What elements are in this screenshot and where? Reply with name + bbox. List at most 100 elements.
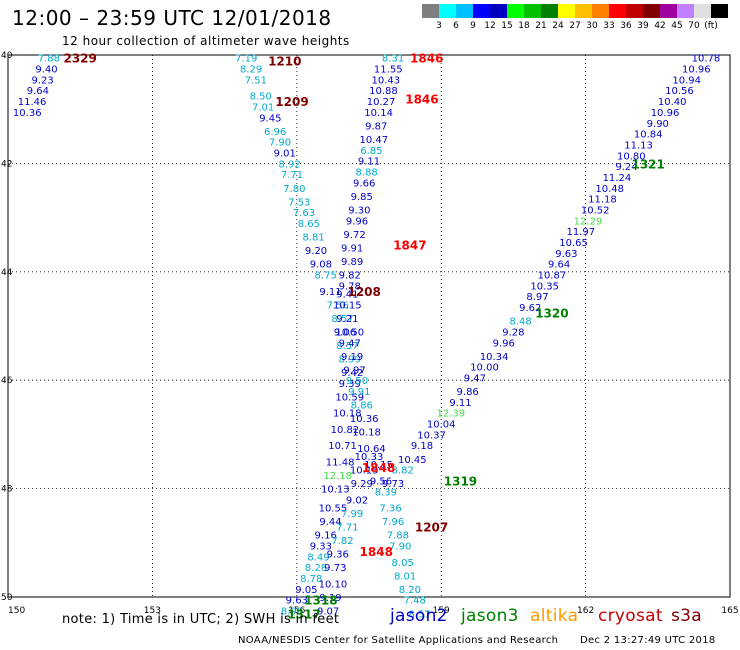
wave-height-label: 10.96 xyxy=(651,108,680,119)
wave-height-label: 10.88 xyxy=(369,86,398,97)
wave-height-label: 10.13 xyxy=(321,485,350,496)
wave-height-label: 9.42 xyxy=(341,368,363,379)
legend-swatch xyxy=(677,4,694,18)
wave-height-label: 10.36 xyxy=(350,414,379,425)
pass-time-label: 1208 xyxy=(347,285,380,299)
wave-height-label: 10.15 xyxy=(333,300,362,311)
wave-height-label: 9.82 xyxy=(339,271,361,282)
wave-height-label: 9.36 xyxy=(327,550,349,561)
wave-height-label: 9.96 xyxy=(493,338,515,349)
wave-height-label: 8.57 xyxy=(331,314,353,325)
lon-tick-label: 156 xyxy=(288,606,305,616)
legend-tick-label: 33 xyxy=(603,21,615,31)
satellite-cryosat: cryosat xyxy=(598,606,663,626)
pass-time-label: 1320 xyxy=(535,306,568,320)
wave-height-label: 9.90 xyxy=(647,119,669,130)
legend-swatch xyxy=(575,4,592,18)
map-frame xyxy=(7,54,731,598)
wave-height-label: 10.33 xyxy=(355,452,384,463)
legend-swatch xyxy=(456,4,473,18)
wave-height-label: 8.50 xyxy=(250,92,272,103)
legend-swatch xyxy=(439,4,456,18)
wave-height-label: 8.78 xyxy=(300,574,322,585)
legend-tick-label: 12 xyxy=(484,21,496,31)
pass-time-label: 1207 xyxy=(415,521,448,535)
map-subtitle: 12 hour collection of altimeter wave hei… xyxy=(62,34,350,48)
wave-height-label: 9.45 xyxy=(259,113,281,124)
legend-tick-label: 3 xyxy=(436,21,442,31)
legend-tick-label: (ft) xyxy=(704,21,718,31)
wave-height-label: 10.36 xyxy=(13,108,42,119)
wave-height-label: 8.82 xyxy=(392,466,414,477)
wave-height-label: 9.73 xyxy=(382,479,404,490)
legend-tick-label: 30 xyxy=(586,21,598,31)
wave-height-label: 7.88 xyxy=(38,54,60,65)
wave-height-label: 9.64 xyxy=(27,86,49,97)
wave-height-label: 8.98 xyxy=(281,607,303,618)
wave-height-label: 10.15 xyxy=(364,460,393,471)
wave-height-label: 9.39 xyxy=(339,379,361,390)
pass-time-label: 2329 xyxy=(63,52,96,66)
wave-height-label: 7.56 xyxy=(327,300,349,311)
wave-height-label: 10.40 xyxy=(658,97,687,108)
wave-height-label: 7.96 xyxy=(382,517,404,528)
wave-height-label: 7.71 xyxy=(336,523,358,534)
pass-time-label: 1209 xyxy=(275,95,308,109)
legend-tick-label: 21 xyxy=(535,21,547,31)
wave-height-label: 11.18 xyxy=(588,195,617,206)
wave-height-label: 9.06 xyxy=(334,327,356,338)
pass-time-label: 1846 xyxy=(410,52,443,66)
legend-tick-label: 36 xyxy=(620,21,632,31)
wave-height-label: 10.10 xyxy=(319,579,348,590)
wave-height-label: 10.18 xyxy=(333,409,362,420)
legend-swatch xyxy=(422,4,439,18)
wave-height-label: 9.28 xyxy=(502,327,524,338)
wave-height-label: 9.24 xyxy=(615,162,637,173)
legend-swatch xyxy=(660,4,677,18)
wave-height-label: 7.99 xyxy=(341,509,363,520)
lon-tick-label: 150 xyxy=(8,606,25,616)
wave-height-label: 8.81 xyxy=(303,233,325,244)
legend-tick-label: 42 xyxy=(654,21,666,31)
legend-tick-label: 9 xyxy=(470,21,476,31)
wave-height-label: 9.02 xyxy=(346,495,368,506)
legend-swatch xyxy=(643,4,660,18)
wave-height-label: 12.18 xyxy=(323,471,352,482)
wave-height-label: 9.50 xyxy=(346,376,368,387)
wave-height-label: 10.18 xyxy=(352,428,381,439)
wave-height-label: 10.00 xyxy=(470,363,499,374)
wave-height-label: 11.24 xyxy=(603,173,632,184)
credit-line: NOAA/NESDIS Center for Satellite Applica… xyxy=(238,635,559,646)
wave-height-label: 9.73 xyxy=(324,563,346,574)
wave-height-label: 9.64 xyxy=(548,260,570,271)
wave-height-label: 8.01 xyxy=(394,571,416,582)
wave-height-label: 9.56 xyxy=(370,476,392,487)
legend-swatch xyxy=(473,4,490,18)
legend-swatch xyxy=(524,4,541,18)
legend-swatch xyxy=(507,4,524,18)
wave-height-label: 9.97 xyxy=(343,365,365,376)
wave-height-label: 10.80 xyxy=(617,151,646,162)
wave-height-label: 7.82 xyxy=(331,536,353,547)
wave-height-label: 11.55 xyxy=(374,65,403,76)
legend-tick-label: 27 xyxy=(569,21,581,31)
pass-time-label: 1318 xyxy=(304,594,337,608)
pass-time-label: 1846 xyxy=(405,92,438,106)
wave-height-label: 10.55 xyxy=(319,504,348,515)
wave-height-label: 9.29 xyxy=(351,479,373,490)
wave-height-label: 9.33 xyxy=(310,542,332,553)
wave-height-label: 10.50 xyxy=(335,327,364,338)
wave-height-label: 9.85 xyxy=(351,192,373,203)
lon-tick-label: 162 xyxy=(577,606,594,616)
wave-height-label: 8.65 xyxy=(298,219,320,230)
wave-height-label: 8.57 xyxy=(408,609,430,620)
wave-height-label: 9.62 xyxy=(519,303,541,314)
wave-height-label: 8.20 xyxy=(399,585,421,596)
wave-height-label: 10.43 xyxy=(372,75,401,86)
wave-height-label: 9.72 xyxy=(343,230,365,241)
wave-height-label: 10.45 xyxy=(398,455,427,466)
wave-height-label: 8.88 xyxy=(355,168,377,179)
legend-tick-label: 39 xyxy=(637,21,649,31)
wave-height-label: 8.49 xyxy=(307,552,329,563)
